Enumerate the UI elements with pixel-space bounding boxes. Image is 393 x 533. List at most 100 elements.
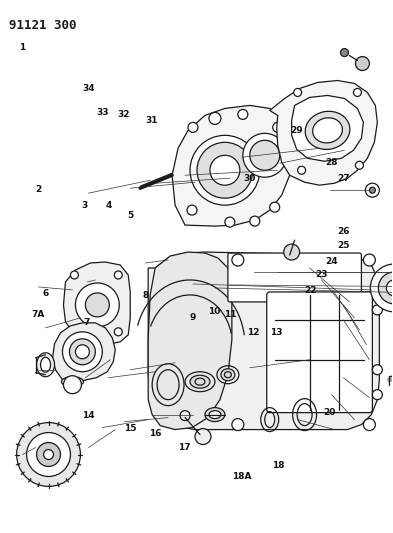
Text: 28: 28: [325, 158, 338, 167]
Text: 31: 31: [145, 116, 158, 125]
Text: 24: 24: [325, 257, 338, 265]
Ellipse shape: [209, 410, 221, 418]
Text: 2: 2: [35, 185, 41, 194]
Circle shape: [44, 449, 53, 459]
Circle shape: [232, 418, 244, 431]
Ellipse shape: [61, 377, 83, 386]
Circle shape: [373, 285, 382, 295]
Circle shape: [373, 365, 382, 375]
Ellipse shape: [190, 375, 210, 388]
Text: 17: 17: [178, 443, 191, 452]
Text: 20: 20: [323, 408, 336, 417]
Circle shape: [294, 88, 301, 96]
Polygon shape: [292, 95, 364, 161]
Circle shape: [197, 142, 253, 198]
Circle shape: [114, 271, 122, 279]
Text: 13: 13: [270, 328, 283, 337]
Text: 11: 11: [224, 310, 236, 319]
Circle shape: [188, 123, 198, 132]
Circle shape: [365, 183, 379, 197]
Circle shape: [373, 305, 382, 315]
Circle shape: [386, 280, 393, 296]
Circle shape: [62, 332, 102, 372]
Circle shape: [27, 433, 70, 477]
Polygon shape: [270, 80, 377, 185]
Circle shape: [364, 254, 375, 266]
Circle shape: [238, 109, 248, 119]
Text: 34: 34: [83, 84, 95, 93]
Circle shape: [250, 216, 260, 226]
Text: 27: 27: [337, 174, 350, 183]
Circle shape: [340, 49, 349, 56]
Text: 26: 26: [337, 228, 350, 237]
Circle shape: [190, 135, 260, 205]
Circle shape: [250, 140, 280, 170]
Circle shape: [209, 112, 221, 124]
Text: 18A: 18A: [232, 472, 251, 481]
Circle shape: [353, 88, 362, 96]
Ellipse shape: [205, 408, 225, 422]
Text: 7: 7: [84, 318, 90, 327]
Polygon shape: [53, 323, 115, 381]
Circle shape: [364, 418, 375, 431]
Circle shape: [195, 429, 211, 445]
Text: 15: 15: [124, 424, 136, 433]
Circle shape: [85, 293, 109, 317]
Circle shape: [232, 254, 244, 266]
Circle shape: [187, 205, 197, 215]
Polygon shape: [148, 252, 232, 430]
Text: 12: 12: [247, 328, 259, 337]
Circle shape: [75, 283, 119, 327]
Circle shape: [114, 328, 122, 336]
Circle shape: [37, 442, 61, 466]
Text: 6: 6: [42, 288, 49, 297]
Circle shape: [370, 264, 393, 312]
Circle shape: [373, 390, 382, 400]
Text: 8: 8: [143, 291, 149, 300]
Circle shape: [284, 244, 299, 260]
FancyBboxPatch shape: [228, 253, 362, 302]
Text: 18: 18: [272, 462, 285, 470]
Ellipse shape: [40, 357, 51, 372]
Text: 4: 4: [105, 201, 112, 210]
Text: 91121 300: 91121 300: [9, 19, 76, 31]
Circle shape: [273, 123, 283, 132]
Text: 25: 25: [337, 241, 350, 250]
Circle shape: [180, 410, 190, 421]
Circle shape: [17, 423, 81, 487]
Circle shape: [64, 376, 81, 394]
Text: 32: 32: [118, 110, 130, 119]
Text: 22: 22: [304, 286, 316, 295]
Circle shape: [70, 328, 77, 336]
Text: 7A: 7A: [31, 310, 44, 319]
Text: 29: 29: [290, 126, 303, 135]
Circle shape: [75, 345, 89, 359]
Text: 14: 14: [83, 411, 95, 420]
Circle shape: [369, 187, 375, 193]
Text: 3: 3: [82, 201, 88, 210]
Text: 30: 30: [243, 174, 255, 183]
Circle shape: [243, 133, 286, 177]
Circle shape: [270, 202, 280, 212]
Ellipse shape: [37, 353, 55, 377]
Text: 5: 5: [127, 212, 133, 221]
Text: 9: 9: [189, 312, 196, 321]
Circle shape: [378, 272, 393, 304]
Polygon shape: [172, 106, 292, 226]
Text: 1: 1: [19, 43, 26, 52]
Circle shape: [355, 56, 369, 70]
Circle shape: [70, 271, 79, 279]
Text: 33: 33: [96, 108, 109, 117]
Circle shape: [225, 217, 235, 227]
Polygon shape: [148, 252, 379, 430]
Text: 23: 23: [316, 270, 328, 279]
Polygon shape: [64, 262, 130, 345]
Ellipse shape: [313, 118, 342, 143]
Text: 10: 10: [208, 307, 220, 316]
Text: 16: 16: [149, 430, 162, 439]
Ellipse shape: [305, 111, 350, 149]
FancyBboxPatch shape: [267, 292, 373, 413]
Circle shape: [210, 155, 240, 185]
Circle shape: [70, 339, 95, 365]
Ellipse shape: [221, 369, 235, 381]
